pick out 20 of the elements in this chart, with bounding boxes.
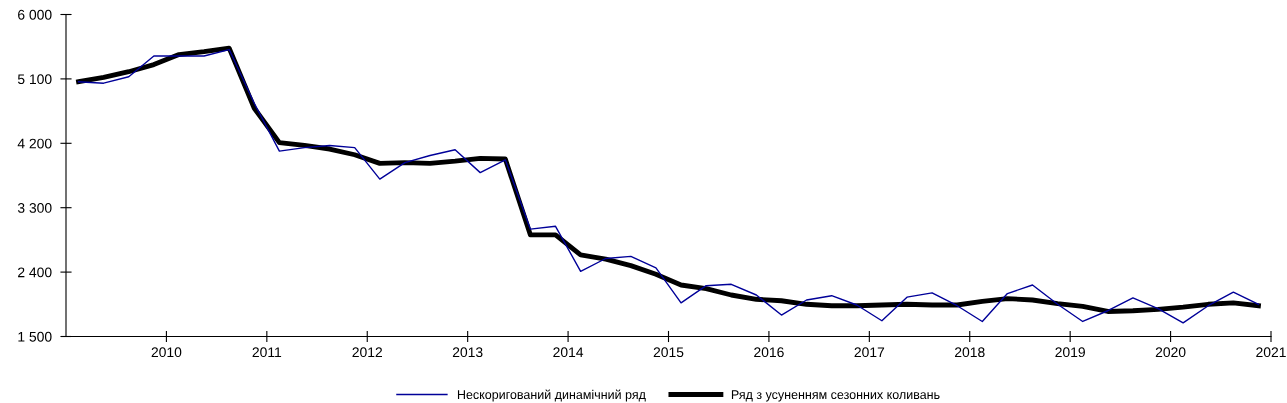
x-tick-label: 2020: [1155, 347, 1186, 358]
y-tick-label: 3 300: [17, 203, 52, 213]
x-tick-label: 2014: [553, 347, 584, 358]
x-tick-label: 2018: [955, 347, 985, 358]
legend-label: Нескоригований динамічний ряд: [457, 389, 646, 402]
x-tick-label: 2015: [653, 347, 684, 358]
x-tick-label: 2011: [252, 347, 282, 358]
y-tick-label: 6 000: [18, 9, 52, 20]
x-tick-label: 2016: [754, 347, 784, 358]
legend-label: Ряд з усуненням сезонних коливань: [731, 390, 940, 402]
x-tick-label: 2021: [1256, 347, 1286, 358]
x-tick-label: 2013: [452, 347, 483, 358]
y-tick-label: 2 400: [18, 267, 52, 278]
x-tick-label: 2019: [1055, 347, 1085, 358]
x-tick-label: 2017: [854, 347, 885, 358]
x-tick-label: 2012: [352, 347, 382, 358]
y-tick-label: 4 200: [17, 138, 52, 149]
y-tick-label: 1 500: [18, 331, 52, 342]
x-tick-label: 2010: [151, 347, 182, 358]
y-tick-label: 5 100: [17, 74, 52, 85]
